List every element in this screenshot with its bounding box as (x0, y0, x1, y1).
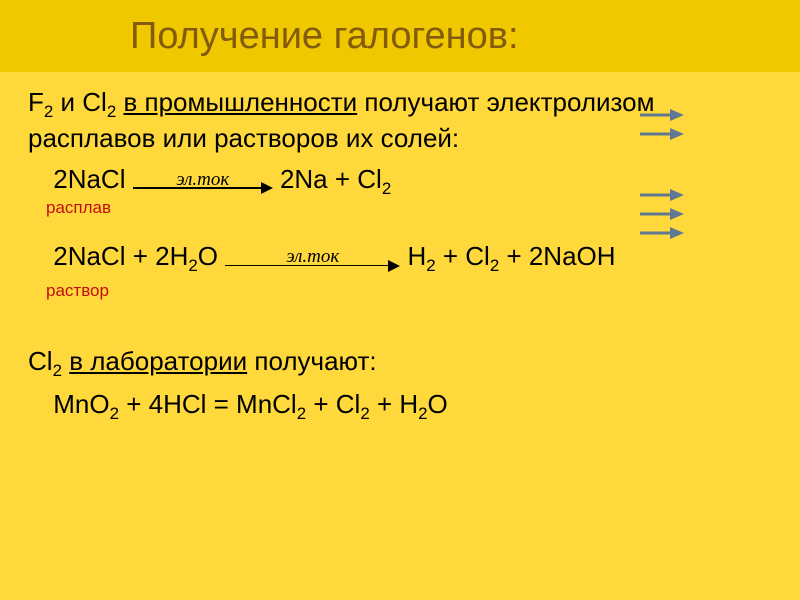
arrow-right-icon (133, 171, 273, 191)
subscript: 2 (426, 256, 435, 275)
arrow-right-icon (225, 248, 400, 268)
text: Cl (28, 346, 53, 376)
equation-2: 2NaCl + 2H2O эл.ток H2 + Cl2 + 2NaOH (28, 240, 772, 276)
reaction-arrow: эл.ток (225, 240, 400, 273)
lhs: 2NaCl + 2H (53, 241, 188, 271)
subscript: 2 (188, 256, 197, 275)
subscript: 2 (107, 102, 116, 121)
underlined-text: в лаборатории (69, 346, 247, 376)
slide-title-bar: Получение галогенов: (0, 0, 800, 72)
slide: Получение галогенов: F2 и Cl2 в промышле… (0, 0, 800, 600)
text: + 2NaOH (499, 241, 615, 271)
subscript: 2 (382, 179, 391, 198)
reaction-arrow: эл.ток (133, 163, 273, 196)
annotation-2: раствор (28, 282, 772, 299)
subscript: 2 (110, 404, 119, 423)
lhs: 2NaCl (53, 164, 132, 194)
slide-body: F2 и Cl2 в промышленности получают элект… (0, 72, 800, 600)
text: O (428, 389, 448, 419)
underlined-text: в промышленности (123, 87, 357, 117)
text: + Cl (436, 241, 490, 271)
subscript: 2 (44, 102, 53, 121)
pointer-group-1 (640, 104, 684, 145)
text: + 4HCl = MnCl (119, 389, 297, 419)
rhs: 2Na + Cl (273, 164, 382, 194)
arrow-right-icon (640, 126, 684, 142)
text: и Cl (53, 87, 107, 117)
arrow-right-icon (640, 206, 684, 222)
text: + H (370, 389, 418, 419)
text: F (28, 87, 44, 117)
equation-3: MnO2 + 4HCl = MnCl2 + Cl2 + H2O (28, 388, 772, 424)
lab-heading: Cl2 в лаборатории получают: (28, 345, 772, 381)
subscript: 2 (297, 404, 306, 423)
subscript: 2 (53, 362, 62, 381)
equation-1: 2NaCl эл.ток 2Na + Cl2 (28, 163, 772, 199)
subscript: 2 (418, 404, 427, 423)
arrow-right-icon (640, 225, 684, 241)
text: MnO (53, 389, 109, 419)
subscript: 2 (490, 256, 499, 275)
arrow-right-icon (640, 107, 684, 123)
slide-title: Получение галогенов: (130, 15, 519, 58)
rhs: H (400, 241, 426, 271)
subscript: 2 (360, 404, 369, 423)
text: + Cl (306, 389, 360, 419)
text: получают: (247, 346, 376, 376)
text: O (198, 241, 225, 271)
